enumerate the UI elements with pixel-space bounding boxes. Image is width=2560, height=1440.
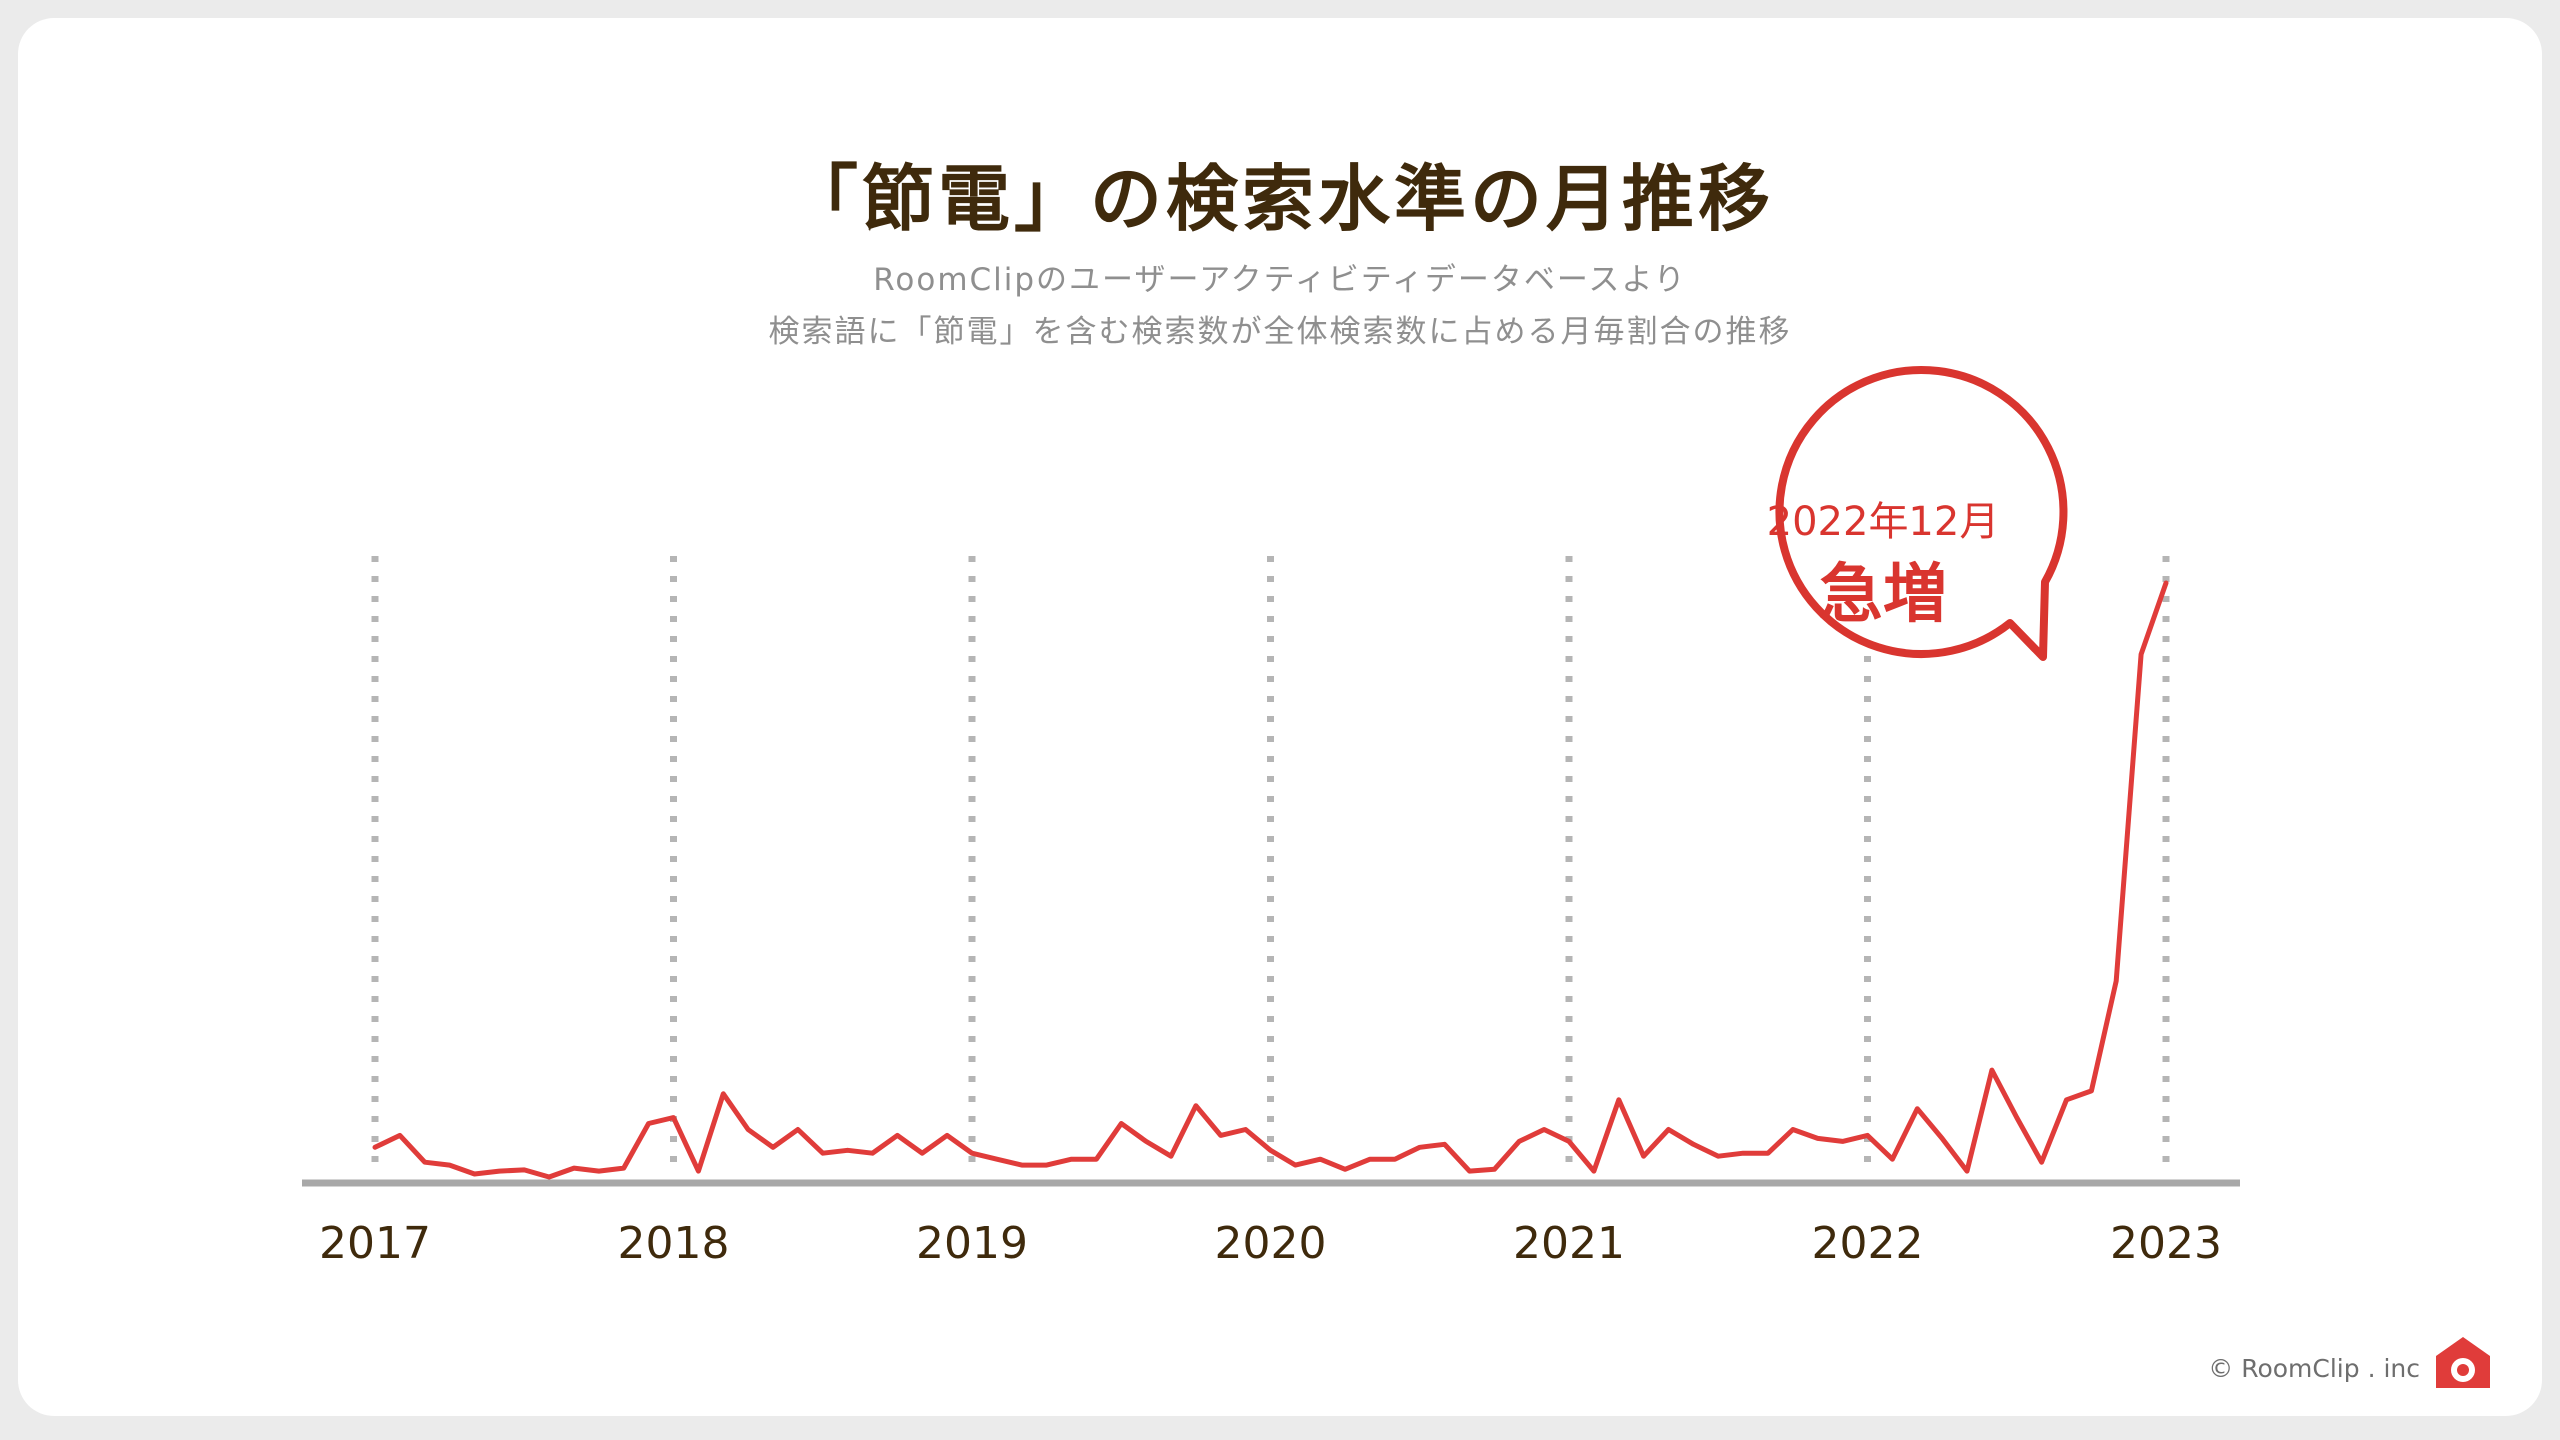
x-tick-label: 2021	[1513, 1218, 1625, 1269]
copyright-text: © RoomClip . inc	[2208, 1354, 2420, 1383]
x-tick-label: 2018	[618, 1218, 730, 1269]
x-tick-label: 2019	[916, 1218, 1028, 1269]
chart-subtitle-line-1: RoomClipのユーザーアクティビティデータベースより	[873, 262, 1687, 298]
x-tick-label: 2017	[319, 1218, 431, 1269]
annotation-date: 2022年12月	[1767, 499, 2000, 545]
x-tick-labels: 2017 2018 2019 2020 2021 2022 2023	[319, 1218, 2222, 1269]
x-tick-label: 2023	[2110, 1218, 2222, 1269]
x-tick-label: 2020	[1215, 1218, 1327, 1269]
year-gridlines	[371, 556, 2170, 1176]
series-line	[372, 580, 2169, 1180]
chart-title: 「節電」の検索水準の月推移	[785, 157, 1774, 241]
x-tick-label: 2022	[1812, 1218, 1924, 1269]
annotation-label: 急増	[1819, 558, 1947, 632]
annotation-bubble: 2022年12月 急増	[1767, 365, 2068, 661]
chart-subtitle-line-2: 検索語に「節電」を含む検索数が全体検索数に占める月毎割合の推移	[768, 314, 1792, 350]
roomclip-logo-icon	[2436, 1337, 2490, 1388]
annotation-bubble-outline	[1775, 365, 2068, 661]
